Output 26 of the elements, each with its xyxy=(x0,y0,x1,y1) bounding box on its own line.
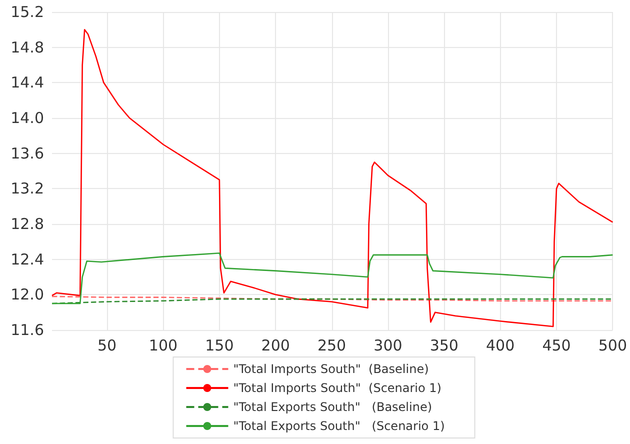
x-tick-label: 400 xyxy=(486,336,515,354)
x-tick-label: 300 xyxy=(374,336,402,354)
legend-label: "Total Exports South" (Baseline) xyxy=(233,400,432,414)
x-tick-label: 250 xyxy=(317,336,346,354)
y-tick-label: 14.0 xyxy=(10,109,44,127)
y-tick-label: 14.4 xyxy=(10,74,44,92)
legend-label: "Total Exports South" (Scenario 1) xyxy=(233,419,445,433)
x-tick-label: 450 xyxy=(542,336,571,354)
y-tick-label: 12.8 xyxy=(10,215,44,233)
x-tick-label: 350 xyxy=(430,336,458,354)
y-tick-label: 13.6 xyxy=(10,144,44,162)
line-series xyxy=(51,29,614,328)
y-tick-label: 11.6 xyxy=(10,321,44,339)
y-tick-label: 15.2 xyxy=(10,3,44,21)
y-tick-label: 12.0 xyxy=(10,286,44,304)
y-tick-label: 12.4 xyxy=(10,250,44,268)
x-tick-label: 100 xyxy=(148,336,178,354)
x-tick-label: 500 xyxy=(598,336,628,354)
y-tick-label: 14.8 xyxy=(10,38,44,56)
line-series xyxy=(51,252,614,304)
x-tick-label: 200 xyxy=(261,336,290,354)
legend-label: "Total Imports South" (Baseline) xyxy=(233,362,429,376)
y-tick-label: 13.2 xyxy=(10,180,44,198)
legend-label: "Total Imports South" (Scenario 1) xyxy=(233,381,442,395)
x-tick-label: 150 xyxy=(205,336,234,354)
x-tick-label: 50 xyxy=(98,336,117,354)
